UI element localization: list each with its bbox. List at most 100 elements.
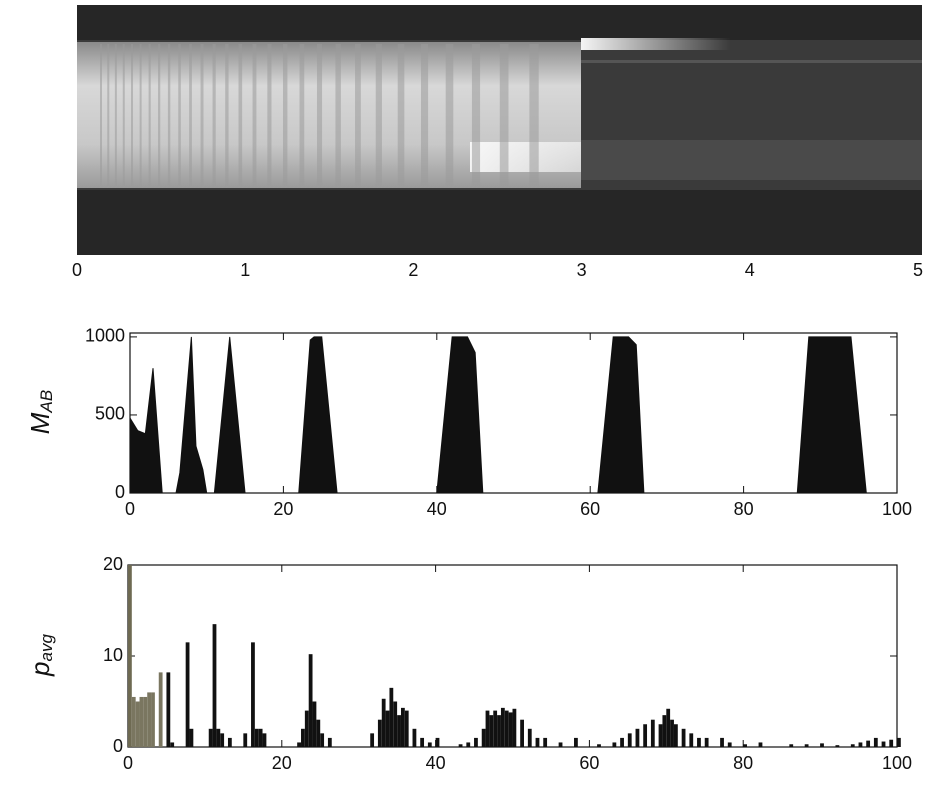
bar — [466, 742, 471, 747]
photo-stripe — [148, 44, 151, 186]
bar — [704, 737, 709, 747]
y-label-main: M — [25, 412, 55, 434]
x-tick-label: 3 — [577, 260, 587, 280]
photo-stripe — [212, 44, 216, 186]
y-tick-label: 0 — [113, 736, 123, 756]
x-tick-label: 80 — [733, 753, 753, 773]
bar — [743, 744, 747, 747]
bar — [558, 742, 563, 747]
photo-stripe — [122, 44, 125, 186]
bar — [370, 733, 375, 747]
plot-frame — [129, 332, 898, 494]
bar — [393, 701, 398, 747]
bar — [481, 728, 486, 747]
bar — [189, 728, 194, 747]
x-tick-label: 80 — [734, 499, 754, 519]
bar — [535, 737, 540, 747]
bar — [243, 733, 248, 747]
bar — [412, 728, 417, 747]
x-tick-label: 60 — [579, 753, 599, 773]
bar — [458, 744, 463, 747]
x-tick-label: 40 — [427, 499, 447, 519]
x-tick-label: 2 — [408, 260, 418, 280]
bar — [620, 737, 624, 747]
bar — [404, 710, 409, 747]
bar — [658, 724, 663, 747]
bar — [397, 715, 401, 747]
x-tick-label: 20 — [272, 753, 292, 773]
bar — [258, 728, 263, 747]
bar — [897, 737, 901, 747]
bar — [143, 696, 148, 747]
x-tick-label: 0 — [125, 499, 135, 519]
bar — [304, 710, 309, 747]
photo-stripe — [200, 44, 204, 186]
bar — [489, 715, 494, 747]
bar — [520, 719, 524, 747]
bar — [151, 692, 155, 747]
x-tick-label: 5 — [913, 260, 923, 280]
bar — [301, 728, 305, 747]
bar — [147, 692, 152, 747]
bar — [681, 728, 686, 747]
photo-stripe — [282, 44, 288, 186]
photo-stripe — [252, 44, 257, 186]
bar — [208, 728, 213, 747]
y-axis-label: MAB — [25, 390, 57, 434]
y-label-sub: avg — [37, 634, 56, 662]
bar — [873, 737, 878, 747]
bar — [697, 737, 701, 747]
x-tick-label: 0 — [123, 753, 133, 773]
bar — [327, 737, 332, 747]
bar — [385, 710, 390, 747]
bar — [627, 733, 632, 747]
bar — [889, 739, 894, 747]
photo-stripe — [316, 44, 323, 186]
photo-stripe — [445, 44, 454, 186]
bar — [308, 654, 313, 747]
photo-stripe — [471, 44, 481, 186]
bar — [512, 708, 517, 747]
bar — [400, 707, 405, 747]
photo-stripe — [131, 44, 134, 186]
bar — [227, 737, 232, 747]
photo-stripe — [167, 44, 171, 186]
bar — [835, 745, 840, 747]
bar — [850, 744, 855, 747]
y-label-sub: AB — [37, 390, 56, 414]
photo-stripe — [100, 44, 102, 186]
bar — [504, 710, 509, 747]
photo-stripe — [375, 44, 382, 186]
photo-stripe — [107, 44, 110, 186]
photo-stripe — [225, 44, 229, 186]
bar — [158, 672, 163, 747]
photo-stripe — [267, 44, 272, 186]
bar — [212, 624, 217, 747]
bar — [420, 737, 425, 747]
bar — [597, 744, 601, 747]
bar — [758, 742, 763, 747]
bar — [635, 728, 640, 747]
photo-stripe — [499, 44, 509, 186]
bar — [389, 687, 394, 747]
bar — [804, 744, 809, 747]
y-tick-label: 1000 — [85, 326, 125, 346]
bar — [297, 742, 301, 747]
x-tick-label: 1 — [240, 260, 250, 280]
bar — [820, 743, 824, 747]
bar — [427, 742, 432, 747]
area — [129, 336, 897, 494]
bar — [220, 733, 225, 747]
bar — [377, 719, 382, 747]
x-tick-label: 20 — [273, 499, 293, 519]
x-tick-label: 4 — [745, 260, 755, 280]
bar — [574, 737, 578, 747]
bar — [643, 724, 648, 747]
photo-stripe — [178, 44, 181, 186]
bar — [131, 696, 136, 747]
x-tick-label: 60 — [580, 499, 600, 519]
x-tick-label: 40 — [426, 753, 446, 773]
bar — [316, 719, 321, 747]
y-tick-label: 20 — [103, 554, 123, 574]
